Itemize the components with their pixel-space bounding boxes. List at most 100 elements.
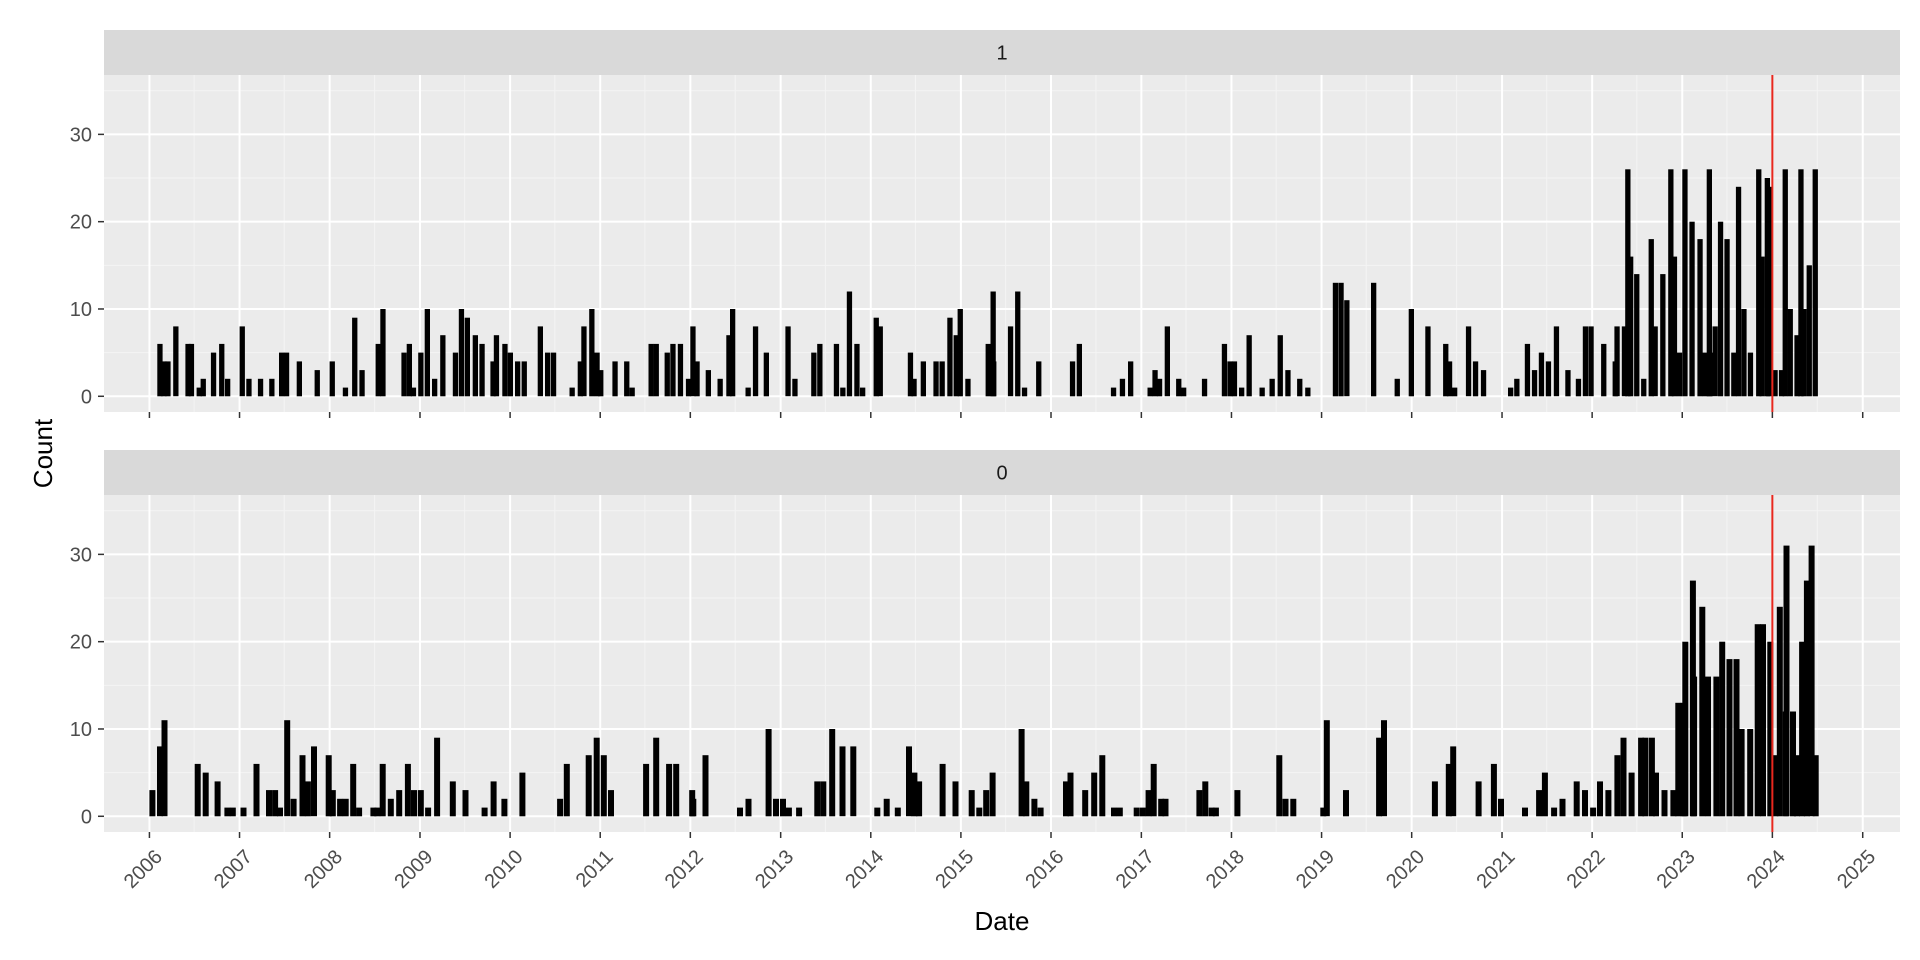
bar — [1018, 729, 1025, 817]
bar — [1156, 378, 1163, 397]
bar — [411, 790, 417, 817]
bar — [1498, 798, 1504, 817]
bar — [401, 352, 407, 397]
bar — [1653, 772, 1659, 817]
bar — [1642, 737, 1649, 817]
bar — [449, 781, 456, 817]
bar — [350, 763, 357, 817]
bar — [1305, 387, 1311, 397]
bar — [1128, 361, 1134, 397]
bar — [406, 343, 412, 397]
bar — [1201, 378, 1208, 397]
bar — [1246, 335, 1252, 397]
bar — [911, 378, 917, 397]
bar — [1110, 387, 1117, 397]
bar — [1738, 729, 1745, 817]
bar — [873, 317, 879, 397]
bar — [833, 343, 840, 397]
bar — [1724, 239, 1730, 397]
bar — [730, 309, 736, 397]
bar — [968, 790, 975, 817]
bar — [210, 352, 217, 397]
y-axis-title: Count — [28, 418, 58, 488]
bar — [1285, 370, 1291, 397]
bar — [1671, 256, 1678, 397]
bar — [1344, 300, 1350, 397]
bar — [1037, 807, 1044, 817]
bar — [425, 807, 432, 817]
bar — [1202, 781, 1209, 817]
bar — [1545, 361, 1552, 397]
bar — [1277, 335, 1283, 397]
bar — [229, 807, 236, 817]
bar — [1076, 343, 1082, 397]
bar — [953, 335, 959, 397]
bar — [380, 309, 386, 397]
bar — [1371, 282, 1377, 397]
bar — [185, 343, 191, 397]
bar — [1638, 737, 1645, 817]
bar — [1536, 790, 1543, 817]
bar — [1812, 169, 1818, 397]
bar — [472, 335, 478, 397]
bar — [860, 387, 866, 397]
bar — [1376, 737, 1383, 817]
bar — [673, 763, 680, 817]
bar — [1620, 737, 1627, 817]
bar — [1601, 343, 1607, 397]
bar — [214, 781, 221, 817]
peak-bar — [284, 720, 291, 817]
bar — [379, 763, 386, 817]
bar — [253, 763, 260, 817]
bar — [577, 361, 583, 397]
panel-background — [104, 495, 1900, 832]
bar — [1776, 606, 1783, 817]
bar-series — [157, 169, 1818, 397]
bar — [717, 378, 723, 397]
bar — [387, 798, 394, 817]
bar — [1778, 370, 1785, 397]
y-tick-label: 10 — [70, 299, 92, 321]
bar — [1682, 641, 1689, 817]
bar — [418, 352, 424, 397]
bar — [507, 352, 513, 397]
bar — [490, 361, 496, 397]
bar — [240, 807, 247, 817]
bar — [811, 352, 817, 397]
bar — [515, 361, 521, 397]
bar — [1514, 378, 1520, 397]
bar — [1162, 798, 1169, 817]
y-tick-label: 0 — [81, 806, 92, 828]
bar — [664, 352, 670, 397]
bar — [1799, 641, 1806, 817]
bar — [1588, 326, 1594, 397]
peak-bar — [765, 729, 772, 817]
bar — [1452, 387, 1458, 397]
y-tick-label: 0 — [81, 386, 92, 408]
facet-panel-0: 0 0 10 20 30 — [70, 450, 1900, 838]
bar — [452, 352, 459, 397]
bar — [1091, 772, 1098, 817]
bar — [1772, 370, 1778, 397]
bar — [537, 326, 543, 397]
bar — [1794, 335, 1800, 397]
bar — [677, 343, 684, 397]
peak-bar — [1625, 169, 1631, 397]
bar — [1790, 711, 1796, 817]
bar — [585, 755, 592, 817]
bar — [690, 326, 696, 397]
bar — [600, 755, 607, 817]
bar — [1111, 807, 1117, 817]
bar — [1522, 807, 1528, 817]
bar — [1181, 387, 1187, 397]
bar — [202, 772, 209, 817]
bar — [1015, 291, 1021, 397]
bar — [1164, 326, 1170, 397]
bar — [883, 798, 890, 817]
bar — [906, 746, 912, 817]
bar — [1565, 370, 1571, 397]
bar — [1282, 798, 1289, 817]
bar — [404, 763, 411, 817]
bar — [359, 370, 365, 397]
bar — [1705, 676, 1711, 817]
